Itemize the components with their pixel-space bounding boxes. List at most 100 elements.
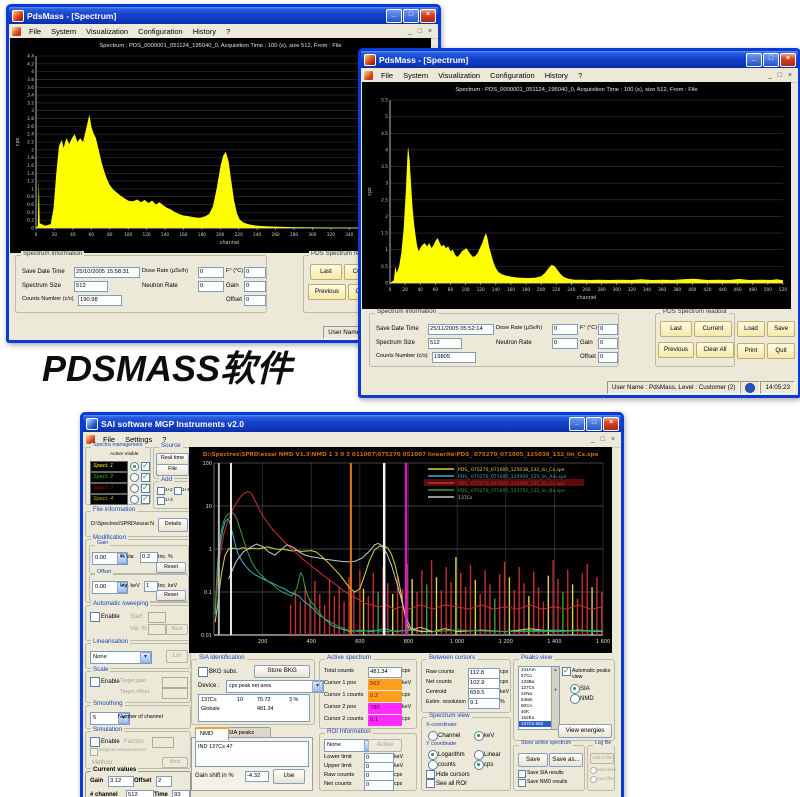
nmd-radio[interactable] xyxy=(570,694,580,704)
save-spectrum-button[interactable]: Save xyxy=(518,753,548,767)
linearisation-dropdown[interactable]: None xyxy=(90,651,152,664)
target-offset-value[interactable] xyxy=(162,688,188,699)
menu-item-help[interactable]: ? xyxy=(162,435,167,444)
temp-value[interactable]: 0 xyxy=(598,324,618,335)
roirows-value-3[interactable]: 0 xyxy=(364,780,394,791)
peaks-listbox[interactable]: ▲ ▼ 241Am 57Co 133Ba 137Cs 22Na 54Mn 60Co 40K 152E… xyxy=(518,666,560,730)
previous-button[interactable]: Previous xyxy=(308,284,346,300)
spectrum-chip-3[interactable]: Spect. 3 xyxy=(90,483,128,494)
save-as-button[interactable]: Save as... xyxy=(549,753,583,767)
bkg-subs-checkbox[interactable] xyxy=(198,667,208,677)
sweep-start-value[interactable] xyxy=(148,612,166,623)
add-to-file-button[interactable]: Add to file xyxy=(590,753,614,764)
peaks-item-5[interactable]: 54Mn xyxy=(521,697,533,702)
menu-item-help[interactable]: ? xyxy=(226,26,231,36)
visible-checkbox-2[interactable] xyxy=(141,472,150,482)
peaks-item-6[interactable]: 60Co xyxy=(521,703,532,708)
lin-button[interactable]: Lin xyxy=(166,650,188,663)
peaks-item-3[interactable]: 137Cs xyxy=(521,685,535,690)
save-date-value[interactable]: 25/10/2005 15:58:31 xyxy=(74,267,140,278)
active-radio-3[interactable] xyxy=(130,484,139,493)
menu-item-file[interactable]: File xyxy=(29,26,42,36)
minimize-button[interactable]: _ xyxy=(569,417,585,431)
peaks-item-0[interactable]: 241Am xyxy=(521,667,536,672)
real-time-button[interactable]: Real time xyxy=(156,453,189,465)
see-all-roi-checkbox[interactable] xyxy=(426,779,435,788)
add-1-4-checkbox[interactable] xyxy=(174,487,182,495)
store-bkg-button[interactable]: Store BKG xyxy=(254,665,310,678)
quit-button[interactable]: Quit xyxy=(767,343,795,359)
add-1-2-checkbox[interactable] xyxy=(157,487,165,495)
bcrows-value-3[interactable]: 9.1 xyxy=(468,698,500,709)
last-button[interactable]: Last xyxy=(660,321,692,337)
peaks-item-8[interactable]: 152Eu xyxy=(521,715,535,720)
save-sia-results-checkbox[interactable] xyxy=(518,770,526,778)
save-nmd-results-checkbox[interactable] xyxy=(518,779,526,787)
offset-value[interactable]: 0 xyxy=(598,352,618,363)
clear-all-button[interactable]: Clear All xyxy=(696,342,734,358)
view-energies-button[interactable]: View energies xyxy=(558,724,612,738)
spectrum-size-value[interactable]: 512 xyxy=(74,281,108,292)
dose-rate-value[interactable]: 0 xyxy=(198,267,224,278)
sia-results-list[interactable]: 137Cs 10 70.72 3 % Globale 481.34 xyxy=(198,694,310,722)
tab-nmd[interactable]: NMD xyxy=(195,727,229,740)
previous-button[interactable]: Previous xyxy=(658,342,694,358)
menu-item-settings[interactable]: Settings xyxy=(125,435,153,444)
use-button[interactable]: Use xyxy=(273,769,305,784)
minimize-button[interactable]: _ xyxy=(746,53,762,67)
menu-item-history[interactable]: History xyxy=(192,26,217,36)
menu-item-history[interactable]: History xyxy=(544,70,569,80)
visible-checkbox-4[interactable] xyxy=(141,494,150,504)
gain-reset-button[interactable]: Reset xyxy=(156,562,186,573)
peaks-item-7[interactable]: 40K xyxy=(521,709,530,714)
restore-button[interactable]: □ xyxy=(586,417,602,431)
sim-next-button[interactable]: Next xyxy=(162,757,188,768)
last-button[interactable]: Last xyxy=(310,264,342,280)
sweep-val-value[interactable] xyxy=(148,624,166,635)
active-radio-2[interactable] xyxy=(130,473,139,482)
active-radio-1[interactable] xyxy=(130,462,139,471)
target-gain-value[interactable] xyxy=(162,677,188,688)
counts-radio[interactable] xyxy=(428,760,438,770)
neutron-rate-value[interactable]: 0 xyxy=(198,281,224,292)
save-button[interactable]: Save xyxy=(767,321,795,337)
gain-value[interactable]: 0 xyxy=(598,338,618,349)
offset-reset-button[interactable]: Reset xyxy=(156,590,186,601)
sweep-next-button[interactable]: Next xyxy=(166,624,188,635)
scale-enable-checkbox[interactable] xyxy=(90,677,100,687)
mdi-window-controls[interactable]: _ □ × xyxy=(767,71,794,79)
roi-active-button[interactable]: Active xyxy=(368,739,402,752)
gain-shift-value[interactable]: -4.32 xyxy=(245,771,269,782)
sia-radio[interactable] xyxy=(570,684,580,694)
menu-item-system[interactable]: System xyxy=(403,70,429,80)
file-button[interactable]: File xyxy=(156,464,189,476)
peaks-item-4[interactable]: 22Na xyxy=(521,691,532,696)
restore-button[interactable]: □ xyxy=(763,53,779,67)
menu-item-visualization[interactable]: Visualization xyxy=(438,70,481,80)
spectrum-chip-2[interactable]: Spect. 2 xyxy=(90,472,128,483)
mdi-window-controls[interactable]: _ □ × xyxy=(407,27,434,35)
actrows-value-3[interactable]: 780 xyxy=(368,703,402,714)
kev-radio[interactable] xyxy=(474,731,484,741)
offset-value[interactable]: 0 xyxy=(244,295,266,306)
menu-item-visualization[interactable]: Visualization xyxy=(86,26,129,36)
automatic-peaks-checkbox[interactable] xyxy=(562,666,571,676)
temp-value[interactable]: 0 xyxy=(244,267,266,278)
menu-item-configuration[interactable]: Configuration xyxy=(138,26,183,36)
menu-item-system[interactable]: System xyxy=(51,26,77,36)
current-button[interactable]: Current xyxy=(694,321,732,337)
gain-value[interactable]: 0 xyxy=(244,281,266,292)
actrows-value-0[interactable]: 481.34 xyxy=(368,667,402,678)
close-button[interactable]: × xyxy=(780,53,796,67)
auto-files-radio[interactable] xyxy=(590,776,597,783)
scrollbar[interactable]: ▲ ▼ xyxy=(551,667,559,729)
menu-item-configuration[interactable]: Configuration xyxy=(490,70,535,80)
print-button[interactable]: Print xyxy=(737,343,765,359)
smoothing-dropdown[interactable]: 5 xyxy=(90,712,130,725)
menu-item-file[interactable]: File xyxy=(103,435,116,444)
inc-kev-value[interactable]: 1 xyxy=(144,581,158,592)
auto-save-radio[interactable] xyxy=(590,767,597,774)
factors-value[interactable] xyxy=(152,737,174,748)
peaks-item-1[interactable]: 57Co xyxy=(521,673,532,678)
visible-checkbox-3[interactable] xyxy=(141,483,150,493)
